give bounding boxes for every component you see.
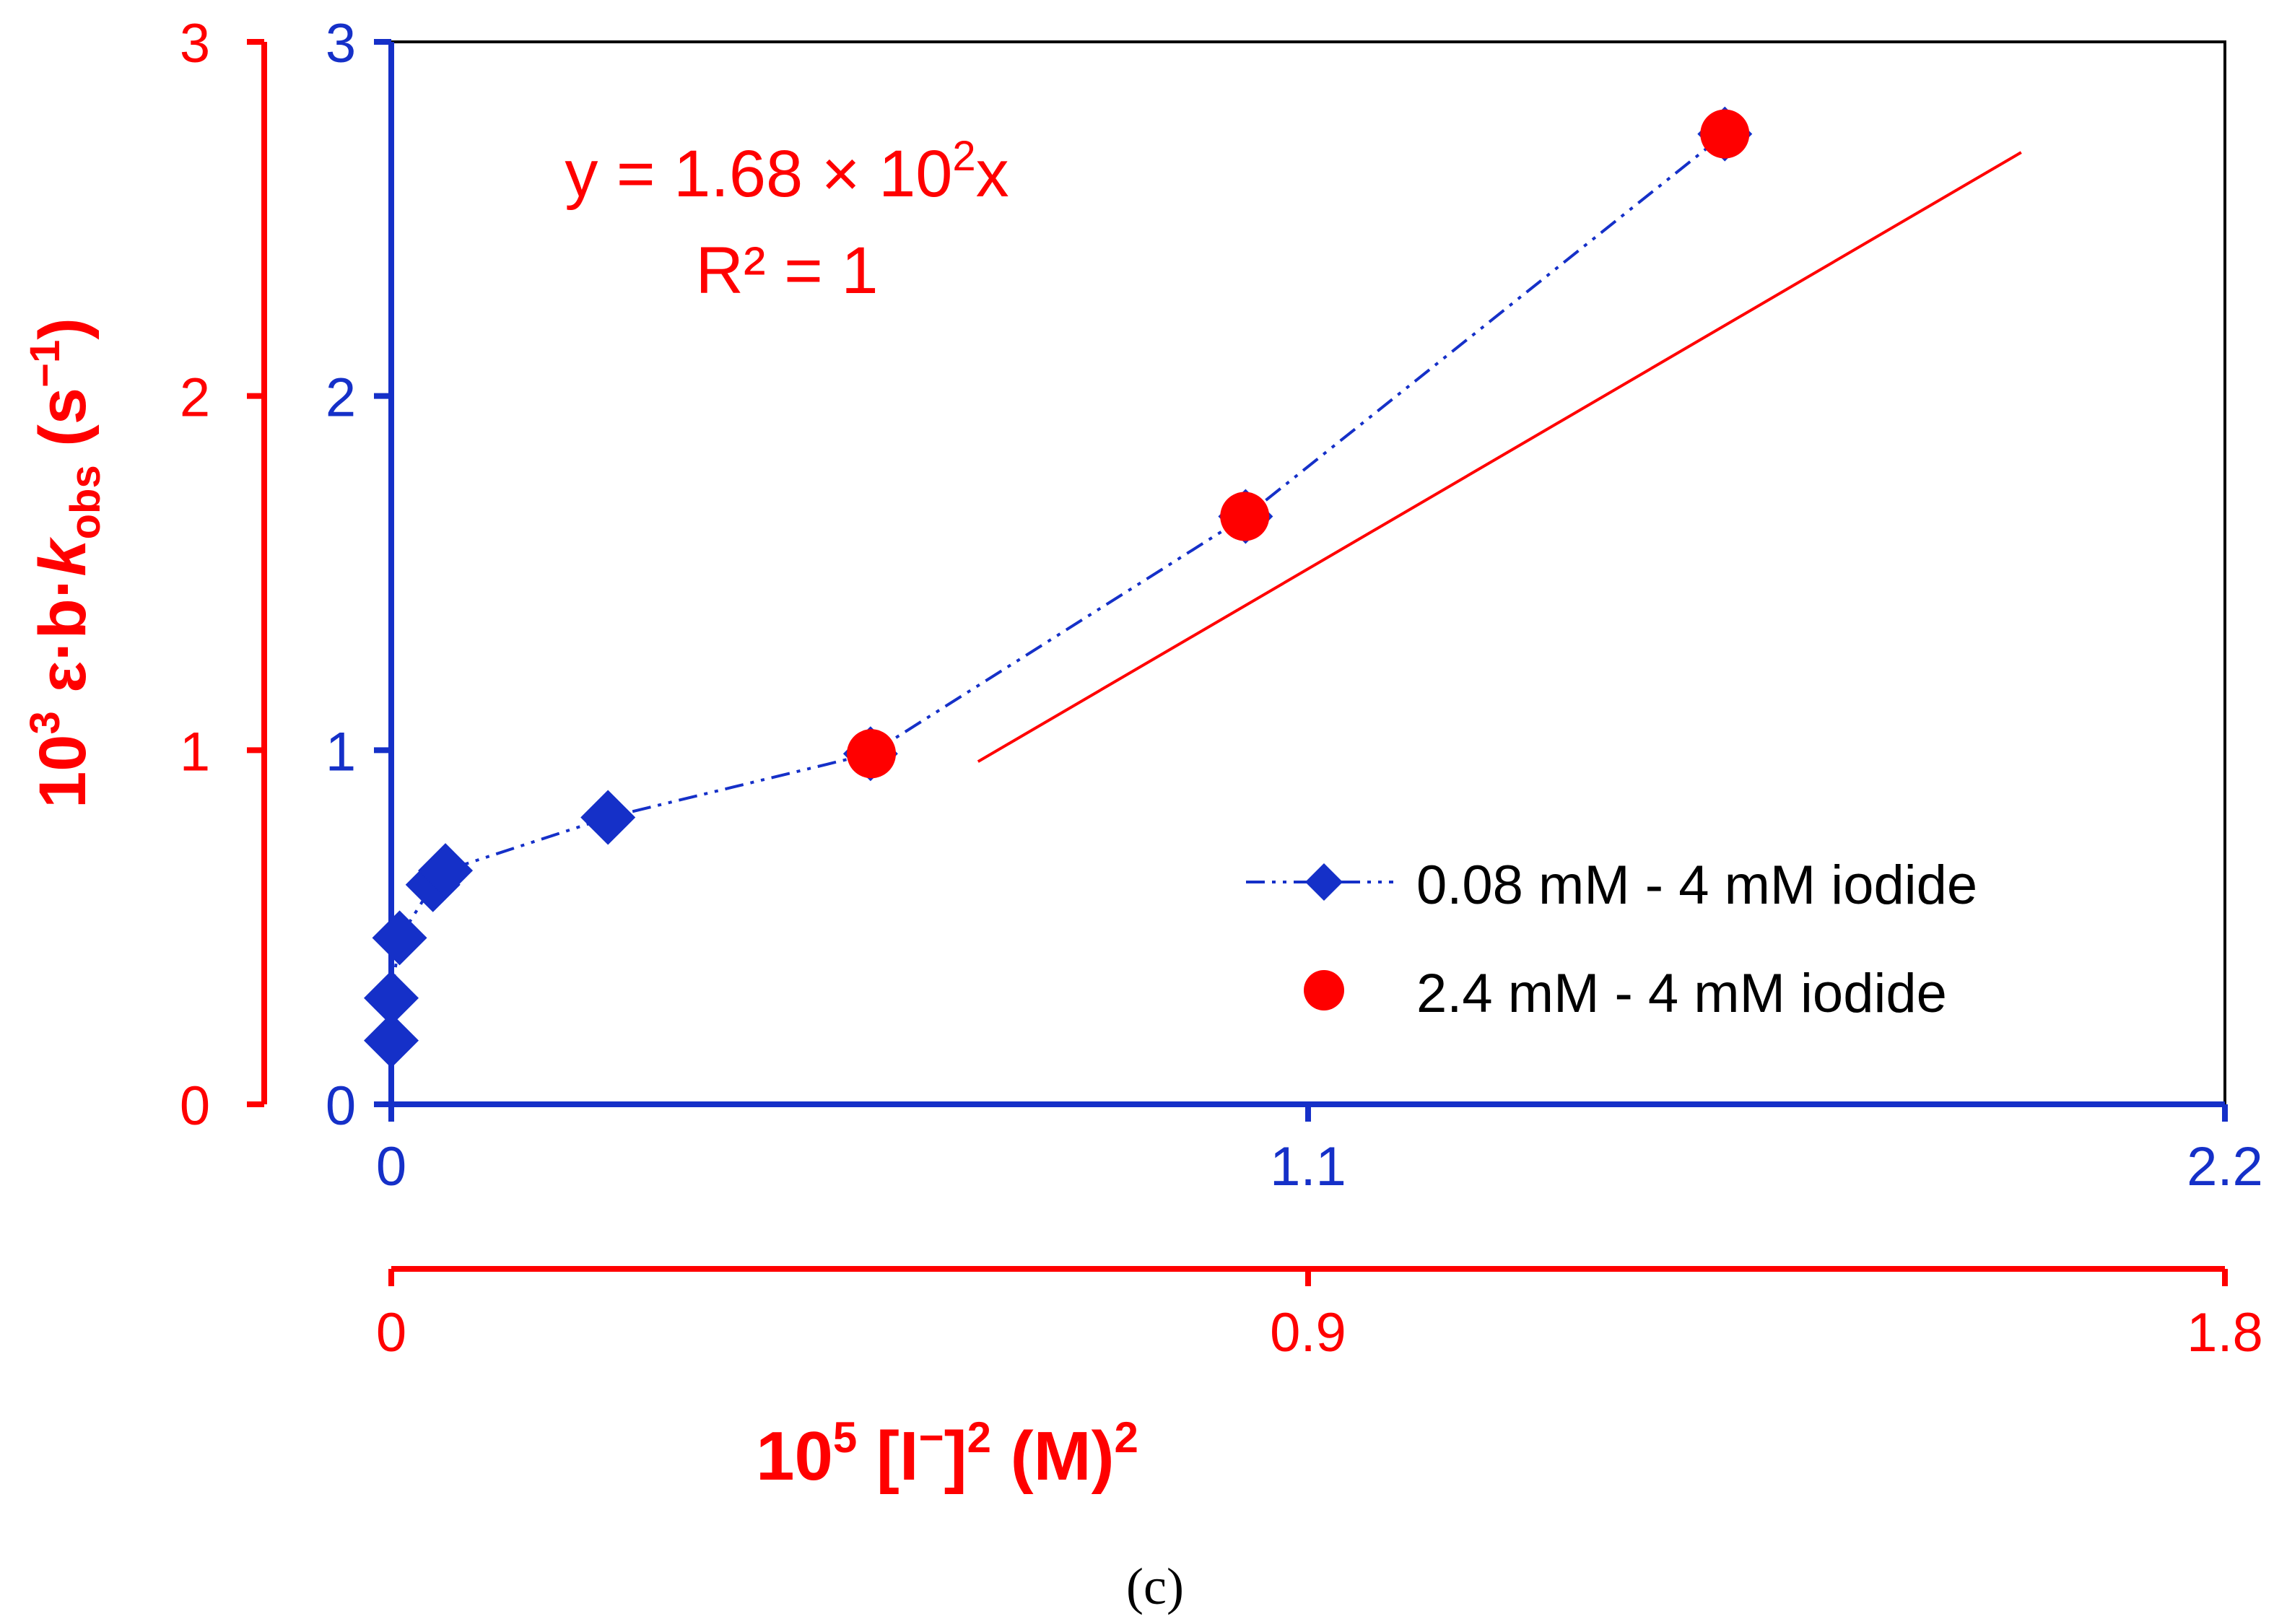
x-label-minus: − xyxy=(919,1413,944,1462)
blue-diamond-point xyxy=(364,970,419,1026)
fit-equation-tail: x xyxy=(976,137,1009,211)
blue-x-tick-label: 2.2 xyxy=(2187,1136,2263,1197)
x-label-open: [I xyxy=(857,1418,918,1495)
fit-equation-exp: 2 xyxy=(952,133,975,180)
fit-equation-main: y = 1.68 × 10 xyxy=(565,137,952,211)
blue-diamond-point xyxy=(372,910,427,966)
y-label-k: k xyxy=(26,537,100,577)
red-x-tick-label: 1.8 xyxy=(2187,1302,2263,1363)
red-circle-point xyxy=(1220,492,1270,541)
blue-x-ticks: 0 1.1 2.2 xyxy=(376,1104,2263,1197)
blue-diamond-point xyxy=(418,843,474,899)
blue-y-tick-label: 2 xyxy=(326,367,356,429)
y-label-unit-open: (s xyxy=(26,388,100,465)
fit-r-squared: R² = 1 xyxy=(695,234,878,307)
legend-marker-diamond xyxy=(1305,863,1343,901)
blue-y-ticks: 0 1 2 3 xyxy=(326,13,391,1137)
y-label-sub: obs xyxy=(62,465,109,539)
y-label-exp: 3 xyxy=(22,711,69,734)
fit-equation: y = 1.68 × 102x xyxy=(565,133,1009,211)
red-y-ticks: 0 1 2 3 xyxy=(180,13,264,1137)
red-y-tick-label: 2 xyxy=(180,367,210,429)
blue-y-tick-label: 0 xyxy=(326,1075,356,1137)
legend-marker-circle xyxy=(1304,970,1344,1010)
red-y-tick-label: 1 xyxy=(180,721,210,782)
red-x-ticks: 0 0.9 1.8 xyxy=(376,1269,2263,1363)
blue-x-tick-label: 1.1 xyxy=(1270,1136,1346,1197)
red-y-tick-label: 0 xyxy=(180,1075,210,1137)
red-circle-point xyxy=(1700,109,1750,159)
blue-y-tick-label: 1 xyxy=(326,721,356,782)
red-fit-line xyxy=(977,151,2022,763)
x-label-sq2: 2 xyxy=(1115,1413,1138,1462)
red-y-tick-label: 3 xyxy=(180,13,210,74)
blue-diamond-point xyxy=(364,1013,419,1068)
blue-x-tick-label: 0 xyxy=(376,1136,406,1197)
blue-y-tick-label: 3 xyxy=(326,13,356,74)
x-label-sq1: 2 xyxy=(967,1413,991,1462)
series-layer xyxy=(364,106,2022,1068)
y-label-prefix: 10 xyxy=(26,735,100,808)
legend-label-blue: 0.08 mM - 4 mM iodide xyxy=(1416,855,1977,916)
x-label-prefix: 10 xyxy=(756,1418,833,1495)
y-label-mid: ε·b· xyxy=(26,577,100,712)
x-label-exp: 5 xyxy=(833,1413,857,1462)
y-label-unit-exp: −1 xyxy=(22,340,69,388)
x-label-close: ] xyxy=(944,1418,967,1495)
y-label-unit-close: ) xyxy=(26,318,100,340)
red-x-tick-label: 0 xyxy=(376,1302,406,1363)
figure-caption: (c) xyxy=(1126,1558,1184,1615)
y-axis-label: 103 ε·b·kobs (s−1) xyxy=(22,318,109,808)
blue-diamond-point xyxy=(580,790,636,845)
x-axis-label: 105 [I−]2 (M)2 xyxy=(756,1413,1138,1495)
red-x-tick-label: 0.9 xyxy=(1270,1302,1346,1363)
red-circle-point xyxy=(847,729,897,779)
legend: 0.08 mM - 4 mM iodide 2.4 mM - 4 mM iodi… xyxy=(1246,855,1977,1024)
legend-label-red: 2.4 mM - 4 mM iodide xyxy=(1416,963,1947,1024)
x-label-unit: (M) xyxy=(991,1418,1115,1495)
